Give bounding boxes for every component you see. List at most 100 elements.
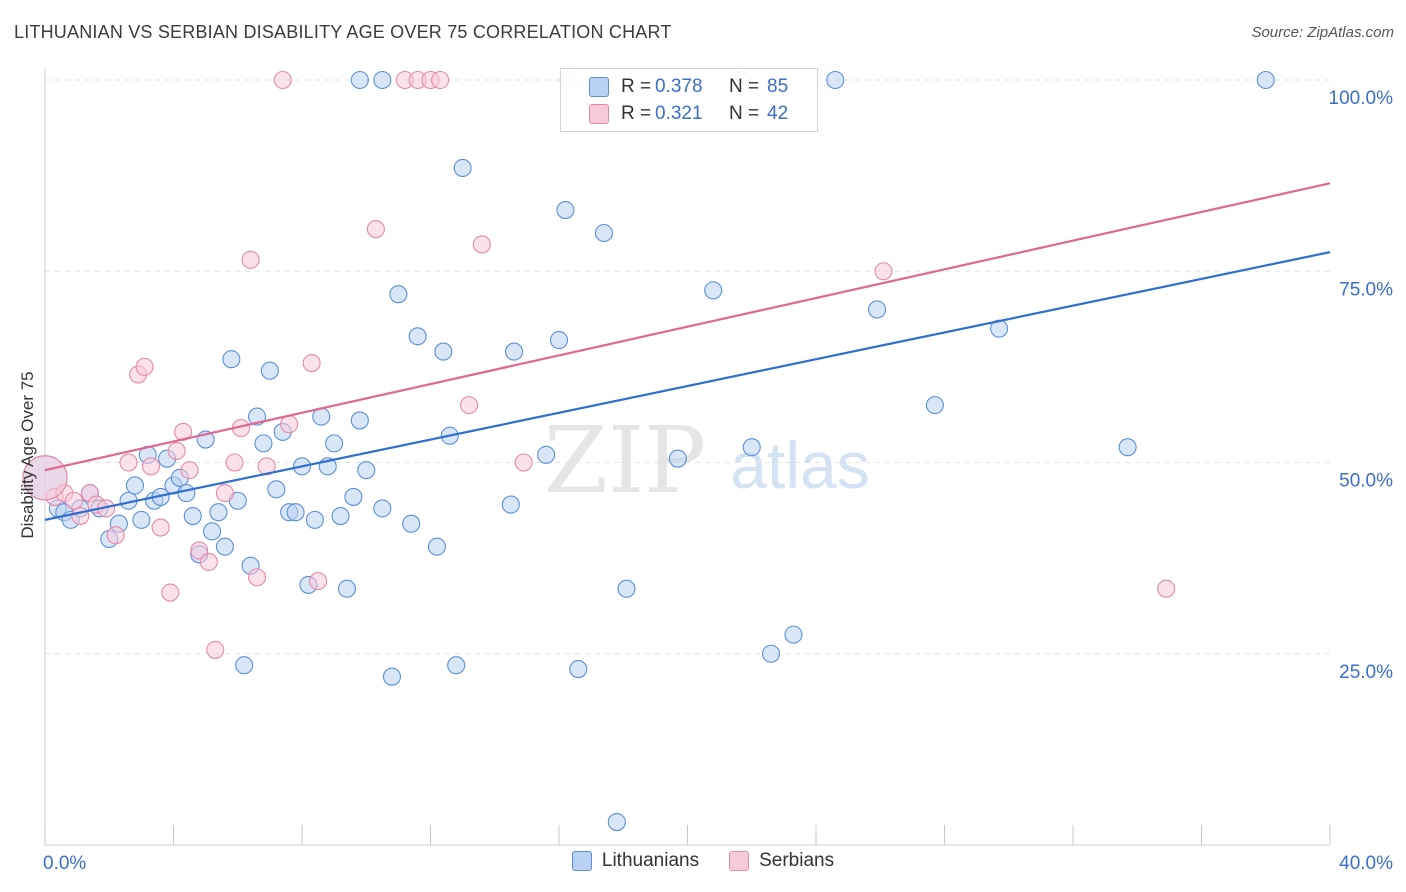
lithuanian-point bbox=[594, 223, 614, 243]
serbian-point bbox=[151, 518, 170, 537]
lithuanian-point bbox=[704, 281, 723, 300]
lithuanian-point bbox=[607, 812, 626, 832]
serbian-point bbox=[247, 568, 267, 587]
serbian-point bbox=[874, 262, 893, 281]
serbian-point bbox=[257, 457, 276, 476]
lithuanian-point bbox=[434, 342, 453, 361]
y-axis-label: Disability Age Over 75 bbox=[18, 371, 37, 538]
r-label: R = bbox=[621, 103, 652, 124]
lithuanian-point bbox=[254, 434, 273, 453]
lithuanian-point bbox=[331, 506, 350, 526]
serbian-point bbox=[71, 506, 90, 526]
lithuanian-point bbox=[537, 445, 556, 464]
lithuanian-point bbox=[337, 579, 357, 598]
lithuanian-point bbox=[556, 201, 575, 220]
lithuanian-point bbox=[125, 476, 144, 495]
trend-line-serbians bbox=[44, 182, 1331, 472]
lithuanian-point bbox=[549, 331, 569, 350]
x-tick-label: 0.0% bbox=[43, 853, 86, 874]
serbian-point bbox=[225, 453, 244, 472]
serbian-point bbox=[106, 526, 125, 545]
lithuanian-point bbox=[742, 438, 761, 457]
lithuanian-point bbox=[203, 522, 222, 541]
lithuanian-point bbox=[826, 70, 845, 90]
lithuanian-point bbox=[267, 480, 286, 499]
serbian-point bbox=[1157, 579, 1176, 598]
legend-item-lithuanians[interactable]: Lithuanians bbox=[571, 850, 700, 872]
lithuanian-point bbox=[501, 495, 520, 514]
serbian-point bbox=[459, 396, 479, 415]
lithuanian-point bbox=[235, 656, 254, 675]
y-tick-label: 25.0% bbox=[1339, 662, 1393, 683]
serbian-point bbox=[64, 491, 83, 510]
lithuanian-point bbox=[260, 361, 279, 380]
lithuanian-point bbox=[350, 70, 369, 90]
lithuanian-point bbox=[373, 70, 392, 90]
lithuanian-point bbox=[402, 514, 421, 533]
y-tick-label: 75.0% bbox=[1339, 279, 1393, 300]
lithuanian-point bbox=[453, 158, 472, 178]
serbian-point bbox=[180, 461, 199, 480]
stats-swatch-lithuanians bbox=[589, 77, 609, 97]
serbian-point bbox=[135, 357, 154, 376]
serbian-point bbox=[431, 70, 450, 90]
serbian-point bbox=[309, 572, 328, 591]
serbian-point bbox=[241, 250, 260, 269]
serbian-point bbox=[167, 441, 186, 461]
r-value: 0.378 bbox=[655, 76, 703, 97]
stats-swatch-serbians bbox=[589, 104, 609, 124]
lithuanian-point bbox=[447, 656, 466, 675]
chart-title: LITHUANIAN VS SERBIAN DISABILITY AGE OVE… bbox=[14, 22, 672, 42]
trend-line-lithuanians bbox=[44, 251, 1331, 521]
lithuanian-point bbox=[408, 327, 427, 346]
legend-label-lithuanians: Lithuanians bbox=[601, 850, 700, 871]
n-value: 85 bbox=[767, 76, 789, 97]
lithuanian-point bbox=[382, 667, 402, 686]
serbian-point bbox=[514, 453, 533, 472]
n-label: N = bbox=[729, 103, 760, 124]
x-tick-label: 40.0% bbox=[1339, 853, 1393, 874]
legend-swatch-lithuanians bbox=[571, 851, 592, 871]
lithuanian-point bbox=[222, 350, 241, 369]
lithuanian-point bbox=[344, 487, 363, 506]
bottom-legend: Lithuanians Serbians bbox=[0, 850, 1406, 872]
lithuanian-point bbox=[569, 659, 588, 679]
grid-lines bbox=[45, 79, 1330, 655]
n-value: 42 bbox=[767, 103, 789, 124]
serbian-point bbox=[302, 353, 321, 373]
legend-swatch-serbians bbox=[729, 851, 750, 871]
serbian-point bbox=[119, 453, 138, 472]
lithuanian-point bbox=[784, 625, 803, 644]
lithuanian-point bbox=[373, 499, 392, 518]
lithuanian-point bbox=[215, 537, 234, 556]
serbian-point bbox=[161, 583, 180, 602]
r-label: R = bbox=[621, 76, 652, 97]
serbian-point bbox=[472, 235, 491, 254]
serbian-point bbox=[273, 70, 292, 90]
legend-label-serbians: Serbians bbox=[759, 850, 835, 871]
serbian-point bbox=[280, 415, 299, 434]
lithuanian-point bbox=[867, 300, 887, 319]
lithuanian-point bbox=[617, 579, 636, 598]
watermark: ZIP atlas bbox=[544, 407, 870, 514]
tick-labels: 25.0% 50.0% 75.0% 100.0% 0.0% 40.0% bbox=[43, 88, 1393, 874]
lithuanian-point bbox=[1118, 438, 1137, 457]
lithuanian-point bbox=[504, 342, 524, 361]
lithuanian-point bbox=[209, 503, 228, 522]
stats-legend: R = 0.378 N = 85 R = 0.321 N = 42 bbox=[560, 68, 818, 132]
lithuanian-point bbox=[389, 285, 408, 304]
lithuanian-point bbox=[132, 510, 151, 529]
lithuanian-point bbox=[286, 503, 305, 522]
trend-lines bbox=[44, 182, 1331, 521]
lithuanian-point bbox=[183, 506, 202, 526]
lithuanian-point bbox=[427, 537, 446, 556]
legend-item-serbians[interactable]: Serbians bbox=[729, 850, 834, 872]
y-tick-label: 100.0% bbox=[1329, 88, 1394, 109]
serbian-point bbox=[199, 552, 218, 572]
lithuanian-point bbox=[761, 644, 781, 663]
lithuanian-point bbox=[177, 484, 196, 503]
lithuanian-point bbox=[305, 510, 324, 529]
lithuanian-point bbox=[925, 396, 944, 415]
y-tick-label: 50.0% bbox=[1339, 471, 1393, 492]
